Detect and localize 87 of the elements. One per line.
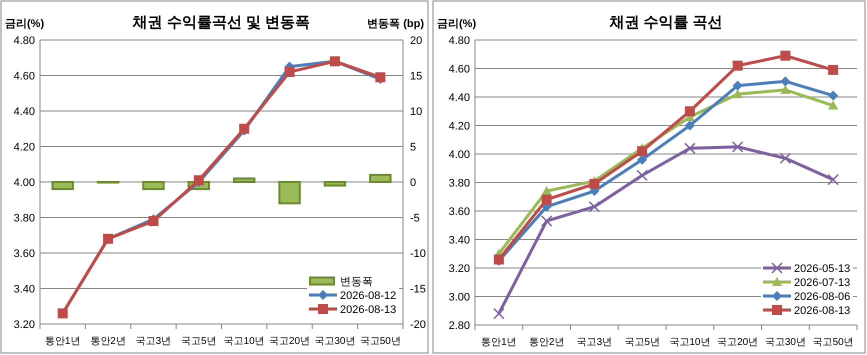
point	[732, 80, 743, 91]
legend-label: 2026-08-13	[794, 305, 850, 317]
point	[780, 76, 790, 86]
legend-label: 2026-05-13	[794, 263, 850, 275]
y-tick-label: 3.40	[448, 234, 470, 246]
y-tick-label: 4.80	[448, 35, 470, 47]
y-tick-label: 4.60	[448, 64, 470, 76]
x-tick-label: 국고30년	[314, 336, 356, 347]
point	[589, 178, 600, 189]
y-tick-label: 2.80	[448, 320, 470, 332]
y-tick-label: 3.80	[448, 178, 470, 190]
point	[637, 146, 648, 156]
x-tick-label: 통안1년	[481, 337, 517, 348]
x-tick-label: 국고3년	[136, 336, 172, 347]
legend-label: 2026-08-06	[794, 291, 850, 303]
y2-tick-label: -15	[410, 284, 426, 296]
y2-tick-label: 10	[410, 106, 422, 118]
x-tick-label: 통안2년	[90, 336, 126, 347]
chart-title: 채권 수익률곡선 및 변동폭	[132, 14, 310, 31]
y-tick-label: 4.00	[448, 149, 470, 161]
legend-label: 2026-07-13	[794, 277, 850, 289]
y-tick-label: 4.60	[14, 70, 35, 82]
x-tick-label: 국고50년	[812, 337, 854, 348]
x-tick-label: 국고5년	[624, 337, 660, 348]
bar	[232, 177, 256, 183]
y-tick-label: 3.00	[448, 292, 470, 304]
point	[732, 89, 743, 98]
y-tick-label: 3.80	[14, 212, 35, 224]
legend-label: 2026-08-13	[340, 304, 396, 316]
x-tick-label: 국고50년	[360, 336, 401, 347]
point	[542, 194, 552, 205]
y2-tick-label: 0	[410, 177, 416, 189]
point	[732, 60, 743, 71]
x-tick-label: 통안2년	[528, 337, 564, 348]
bar	[324, 181, 346, 187]
y2-tick-label: -20	[410, 319, 426, 331]
y-tick-label: 3.60	[448, 206, 470, 218]
bar	[278, 181, 301, 204]
x-tick-label: 국고10년	[224, 336, 265, 347]
x-tick-label: 국고30년	[764, 337, 806, 348]
point	[780, 152, 792, 164]
point	[780, 50, 790, 61]
y-tick-label: 4.40	[14, 106, 35, 118]
y2-axis-title: 변동폭 (bp)	[367, 18, 424, 30]
x-tick-label: 국고10년	[669, 337, 710, 348]
point	[540, 215, 552, 227]
point	[780, 84, 790, 94]
y-tick-label: 4.80	[14, 35, 35, 47]
y2-tick-label: -10	[410, 248, 426, 260]
x-tick-label: 국고20년	[269, 336, 310, 347]
y2-tick-label: 15	[410, 70, 422, 82]
x-tick-label: 국고5년	[181, 336, 217, 347]
y-axis-title: 금리(%)	[437, 18, 476, 30]
point	[732, 141, 744, 153]
y-axis-title: 금리(%)	[5, 18, 44, 30]
point	[684, 142, 696, 154]
x-tick-label: 통안1년	[44, 336, 80, 347]
point	[493, 308, 505, 320]
point	[828, 64, 838, 75]
y-tick-label: 4.20	[448, 120, 470, 132]
point	[284, 66, 295, 77]
chart-title: 채권 수익률 곡선	[608, 14, 723, 31]
x-tick-label: 국고3년	[576, 337, 612, 348]
point	[637, 154, 648, 165]
bar	[51, 181, 74, 190]
point	[684, 120, 695, 130]
y2-tick-label: 20	[410, 35, 422, 47]
x-tick-label: 국고20년	[717, 337, 758, 348]
y-tick-label: 4.40	[448, 92, 470, 104]
y-tick-label: 3.40	[14, 284, 35, 296]
legend-label: 변동폭	[340, 276, 373, 288]
point	[636, 170, 648, 182]
bar	[142, 181, 165, 190]
y2-tick-label: -5	[410, 212, 420, 224]
legend-label: 2026-08-12	[340, 290, 396, 302]
point	[828, 100, 838, 110]
point	[827, 174, 839, 186]
y2-tick-label: 5	[410, 142, 416, 154]
point	[588, 200, 600, 212]
y-tick-label: 4.20	[14, 142, 35, 154]
bar	[369, 174, 392, 183]
point	[828, 90, 838, 101]
y-tick-label: 3.60	[14, 248, 35, 260]
y-tick-label: 3.20	[14, 319, 35, 331]
y-tick-label: 4.00	[14, 177, 35, 189]
y-tick-label: 3.20	[448, 263, 470, 275]
point	[684, 106, 695, 116]
